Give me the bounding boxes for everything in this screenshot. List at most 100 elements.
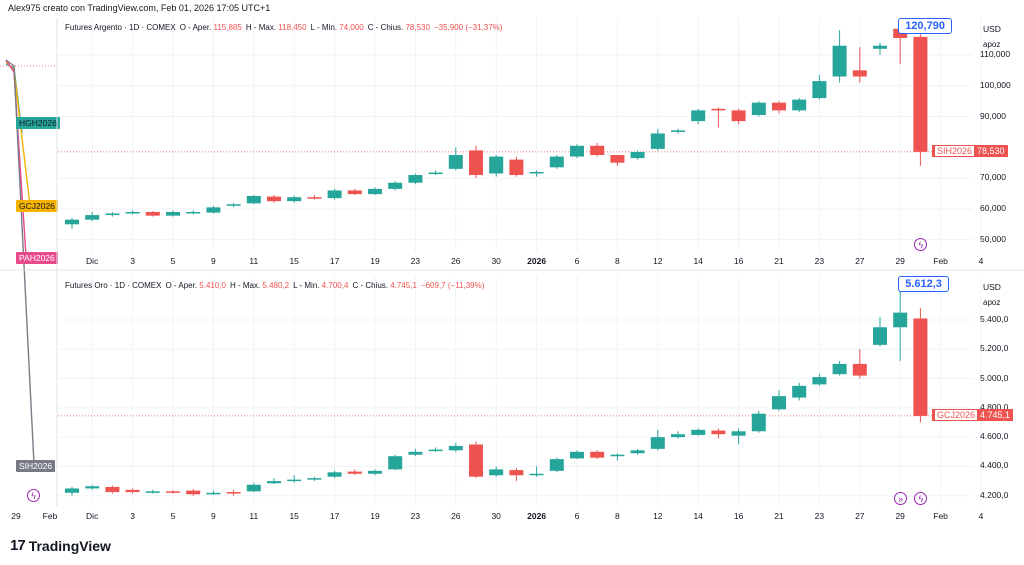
candle-body[interactable] bbox=[812, 81, 827, 99]
candle-body[interactable] bbox=[852, 363, 867, 376]
candle-body[interactable] bbox=[186, 490, 201, 495]
candle-body[interactable] bbox=[913, 318, 928, 416]
candle-body[interactable] bbox=[287, 479, 302, 482]
candle-body[interactable] bbox=[731, 431, 746, 436]
event-marker-icon[interactable]: ϟ bbox=[914, 492, 928, 505]
comparison-tag-gcj2026[interactable]: GCJ2026 bbox=[16, 200, 58, 212]
candle-body[interactable] bbox=[448, 155, 463, 169]
candle-body[interactable] bbox=[711, 108, 726, 111]
candle-body[interactable] bbox=[428, 172, 443, 175]
candle-body[interactable] bbox=[307, 478, 322, 480]
candle-body[interactable] bbox=[650, 437, 665, 449]
candle-body[interactable] bbox=[327, 190, 342, 199]
candle-body[interactable] bbox=[529, 473, 544, 476]
event-marker-icon[interactable]: ϟ bbox=[914, 238, 928, 251]
candle-body[interactable] bbox=[549, 156, 564, 168]
candle-body[interactable] bbox=[509, 470, 524, 476]
candle-body[interactable] bbox=[347, 190, 362, 195]
candle-body[interactable] bbox=[751, 413, 766, 432]
candle-body[interactable] bbox=[408, 451, 423, 455]
candle-body[interactable] bbox=[792, 385, 807, 398]
candle-body[interactable] bbox=[145, 211, 160, 216]
candle-body[interactable] bbox=[630, 151, 645, 159]
candle-body[interactable] bbox=[469, 444, 483, 477]
side-event-marker-icon[interactable]: ϟ bbox=[27, 489, 40, 502]
comparison-panel bbox=[0, 59, 57, 465]
candle-body[interactable] bbox=[812, 377, 827, 385]
candle-body[interactable] bbox=[832, 45, 847, 77]
candle-body[interactable] bbox=[368, 188, 382, 195]
candle-body[interactable] bbox=[549, 459, 564, 471]
last-price-tag[interactable]: SIH2026 78,530 bbox=[932, 144, 1008, 157]
candle-body[interactable] bbox=[590, 145, 605, 156]
candle-body[interactable] bbox=[145, 491, 160, 493]
candle-body[interactable] bbox=[307, 197, 322, 199]
candle-body[interactable] bbox=[893, 312, 908, 328]
candle-body[interactable] bbox=[267, 196, 281, 202]
candle-body[interactable] bbox=[368, 470, 382, 474]
candle-body[interactable] bbox=[186, 211, 201, 214]
candle-body[interactable] bbox=[873, 45, 887, 49]
candle-body[interactable] bbox=[327, 472, 342, 477]
peak-callout[interactable]: 120,790 bbox=[898, 18, 952, 34]
candle-body[interactable] bbox=[691, 429, 706, 435]
candle-body[interactable] bbox=[206, 492, 221, 495]
candle-body[interactable] bbox=[772, 396, 786, 410]
candle-body[interactable] bbox=[671, 130, 685, 132]
candle-body[interactable] bbox=[610, 155, 625, 163]
candle-body[interactable] bbox=[206, 207, 221, 213]
event-marker-icon[interactable]: » bbox=[894, 492, 908, 505]
candle-body[interactable] bbox=[408, 175, 423, 183]
candle-body[interactable] bbox=[428, 449, 443, 452]
last-price-tag[interactable]: GCJ2026 4.745,1 bbox=[932, 408, 1014, 421]
candle-body[interactable] bbox=[287, 197, 302, 202]
candle-body[interactable] bbox=[65, 219, 79, 225]
candle-body[interactable] bbox=[751, 102, 766, 115]
candle-body[interactable] bbox=[671, 434, 685, 438]
comparison-tag-pah2026[interactable]: PAH2026 bbox=[16, 252, 58, 264]
candle-body[interactable] bbox=[772, 102, 786, 111]
candle-body[interactable] bbox=[731, 110, 746, 122]
candle-body[interactable] bbox=[913, 36, 928, 152]
candle-body[interactable] bbox=[166, 211, 180, 216]
candle-body[interactable] bbox=[529, 171, 544, 174]
candle-body[interactable] bbox=[590, 451, 605, 458]
candle-body[interactable] bbox=[85, 486, 100, 489]
candle-body[interactable] bbox=[610, 454, 625, 457]
candle-body[interactable] bbox=[650, 133, 665, 149]
candle-body[interactable] bbox=[489, 469, 504, 476]
candle-body[interactable] bbox=[125, 211, 140, 214]
candle-body[interactable] bbox=[630, 450, 645, 454]
candle-body[interactable] bbox=[711, 430, 726, 435]
candle-body[interactable] bbox=[509, 159, 524, 176]
candle-body[interactable] bbox=[226, 204, 241, 206]
peak-callout[interactable]: 5.612,3 bbox=[898, 276, 949, 292]
candle-body[interactable] bbox=[469, 150, 483, 176]
candle-body[interactable] bbox=[105, 213, 120, 216]
candle-body[interactable] bbox=[267, 481, 281, 484]
candle-body[interactable] bbox=[125, 489, 140, 493]
comparison-tag-hgh2026[interactable]: HGH2026 bbox=[16, 117, 60, 129]
candle-body[interactable] bbox=[246, 195, 261, 204]
candle-body[interactable] bbox=[347, 471, 362, 474]
candle-body[interactable] bbox=[388, 182, 403, 189]
candle-body[interactable] bbox=[246, 484, 261, 492]
candle-body[interactable] bbox=[570, 451, 584, 459]
candle-body[interactable] bbox=[570, 145, 584, 157]
candle-body[interactable] bbox=[691, 110, 706, 122]
candle-body[interactable] bbox=[792, 99, 807, 111]
tradingview-brand[interactable]: 17 TradingView bbox=[10, 537, 111, 554]
candle-body[interactable] bbox=[873, 327, 887, 345]
candle-body[interactable] bbox=[166, 491, 180, 493]
candle-body[interactable] bbox=[388, 456, 403, 470]
comparison-tag-sih2026[interactable]: SIH2026 bbox=[16, 460, 56, 472]
candle-body[interactable] bbox=[226, 492, 241, 494]
candle-body[interactable] bbox=[105, 486, 120, 493]
candle-body[interactable] bbox=[65, 488, 79, 493]
candle-body[interactable] bbox=[832, 363, 847, 375]
candle-body[interactable] bbox=[489, 156, 504, 174]
candle-body[interactable] bbox=[852, 70, 867, 77]
candle-body[interactable] bbox=[448, 445, 463, 451]
candle-body[interactable] bbox=[85, 215, 100, 220]
